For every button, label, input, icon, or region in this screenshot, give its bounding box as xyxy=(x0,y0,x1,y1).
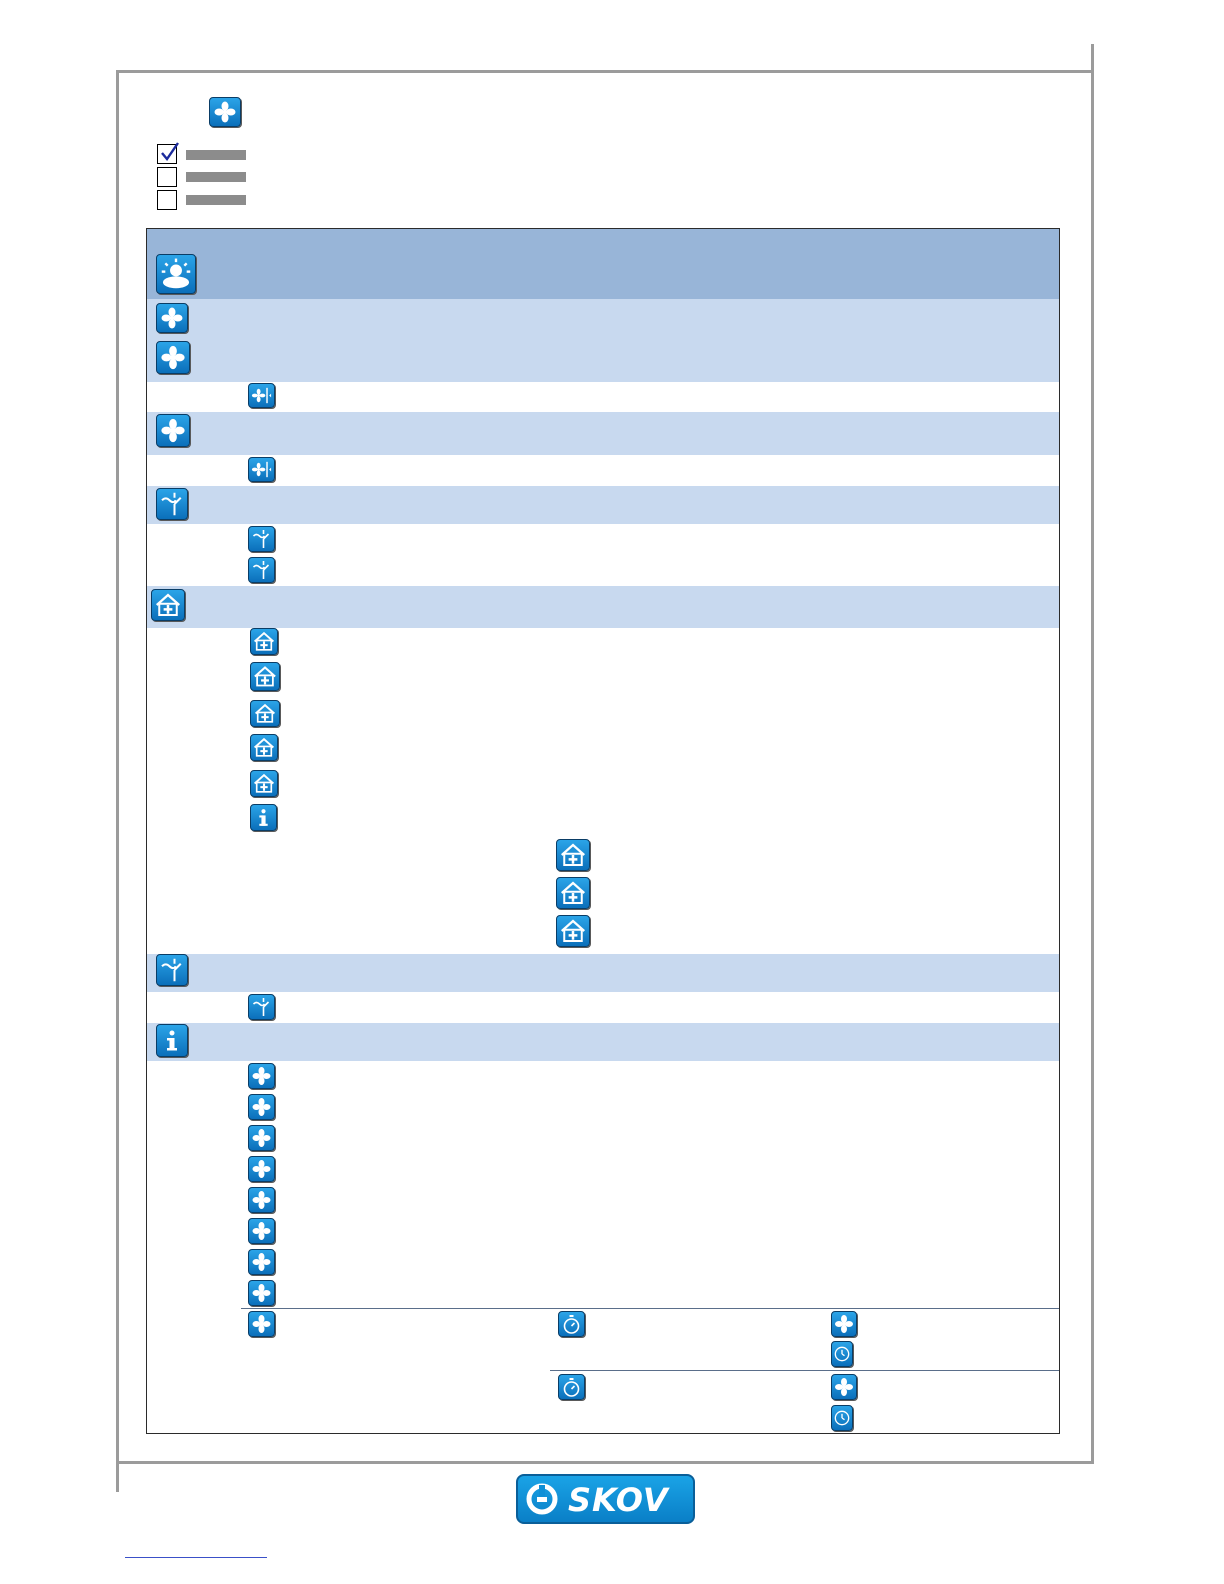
user-level-bar xyxy=(186,195,246,205)
house-plus-icon xyxy=(250,700,280,727)
min-fan-icon xyxy=(156,341,190,374)
info-icon xyxy=(156,1024,188,1057)
sun-cloud-icon xyxy=(156,254,196,294)
table-header-band xyxy=(147,229,1059,299)
house-plus-icon xyxy=(151,589,185,621)
house-plus-icon xyxy=(556,839,590,871)
section-band-switch-2 xyxy=(147,954,1059,992)
house-plus-icon xyxy=(250,734,278,761)
switch-icon xyxy=(156,954,188,986)
table-divider xyxy=(241,1308,1059,1309)
fan-icon xyxy=(248,1125,275,1151)
skov-logo: SKOV xyxy=(516,1474,695,1524)
user-level-checkbox[interactable] xyxy=(157,167,177,187)
footer-link-underline[interactable] xyxy=(125,1557,267,1558)
section-band-max-ventilation xyxy=(147,412,1059,455)
fan-icon xyxy=(248,1218,275,1244)
section-band-info xyxy=(147,1023,1059,1061)
page-frame-right xyxy=(1091,44,1094,1464)
house-plus-icon xyxy=(556,877,590,909)
max-fan-icon xyxy=(156,414,190,447)
section-band-house xyxy=(147,586,1059,628)
fan-setting-icon xyxy=(248,383,275,408)
section-band-switch xyxy=(147,486,1059,524)
fan-setting-icon xyxy=(248,457,275,482)
user-level-bar xyxy=(186,150,246,160)
menu-table xyxy=(146,228,1060,1434)
info-icon xyxy=(250,804,277,831)
fan-icon xyxy=(831,1374,857,1400)
page-frame-top xyxy=(116,70,1094,73)
fan-icon xyxy=(248,1280,275,1306)
switch-icon xyxy=(156,488,188,520)
page-frame-bottom xyxy=(116,1461,1094,1464)
fan-icon xyxy=(156,303,188,333)
user-level-checkbox[interactable] xyxy=(157,142,179,164)
page-frame-left xyxy=(116,70,119,1492)
stopwatch-icon xyxy=(558,1311,585,1337)
fan-icon xyxy=(248,1311,275,1337)
section-band-ventilation xyxy=(147,299,1059,382)
house-plus-icon xyxy=(250,628,278,655)
switch-icon xyxy=(248,994,275,1020)
fan-icon xyxy=(209,97,241,127)
logo-text: SKOV xyxy=(568,1481,669,1519)
house-plus-icon xyxy=(250,662,280,691)
table-divider xyxy=(550,1370,1059,1371)
skov-logo-mark-icon xyxy=(526,1483,558,1515)
fan-icon xyxy=(248,1063,275,1089)
switch-icon xyxy=(248,526,275,552)
house-plus-icon xyxy=(250,770,278,797)
fan-icon xyxy=(248,1156,275,1182)
fan-icon xyxy=(831,1311,857,1337)
clock-icon xyxy=(831,1405,853,1431)
clock-icon xyxy=(831,1341,853,1367)
fan-icon xyxy=(248,1249,275,1275)
switch-icon xyxy=(248,557,275,583)
fan-icon xyxy=(248,1094,275,1120)
house-plus-icon xyxy=(556,915,590,947)
user-level-bar xyxy=(186,172,246,182)
user-level-checkbox[interactable] xyxy=(157,190,177,210)
fan-icon xyxy=(248,1187,275,1213)
stopwatch-icon xyxy=(558,1374,585,1400)
